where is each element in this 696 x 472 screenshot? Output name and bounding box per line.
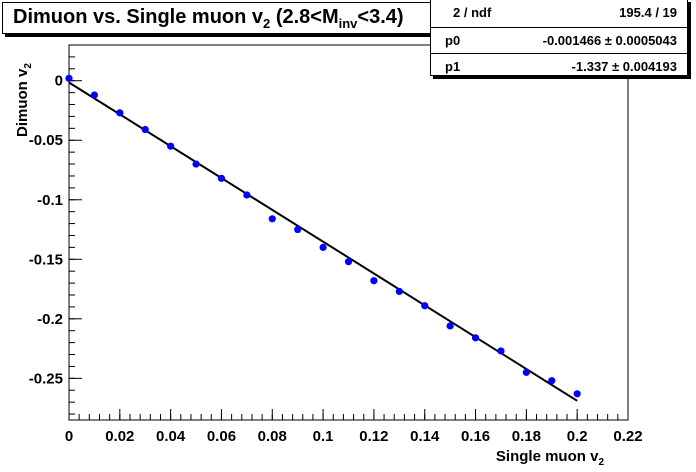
stats-value: -1.337 ± 0.004193: [571, 59, 677, 74]
data-point: [548, 377, 556, 385]
y-tick-label: -0.15: [29, 251, 63, 268]
x-tick-label: 0.12: [359, 428, 388, 445]
data-point: [294, 225, 302, 234]
data-point: [319, 243, 327, 251]
data-point: [370, 277, 378, 285]
y-tick-label: -0.1: [37, 192, 63, 209]
x-tick-label: 0.18: [512, 428, 541, 445]
fit-line: [68, 81, 578, 402]
data-point: [395, 287, 403, 296]
data-point: [344, 258, 353, 266]
stats-label: p0: [445, 33, 461, 48]
data-point: [192, 160, 200, 168]
data-point: [167, 142, 175, 150]
chart-title: Dimuon vs. Single muon v2 (2.8<Minv<3.4): [13, 6, 404, 31]
x-tick-label: 0.08: [258, 428, 287, 445]
x-tick-label: 0.22: [613, 428, 642, 445]
x-tick-label: 0.2: [567, 428, 588, 445]
y-tick-label: -0.2: [37, 311, 63, 328]
stats-value: 195.4 / 19: [619, 5, 677, 20]
x-tick-label: 0.06: [207, 428, 236, 445]
stats-row-p0: p0 -0.001466 ± 0.0005043: [431, 27, 687, 52]
data-point: [573, 390, 581, 398]
plot-frame: [68, 44, 629, 421]
x-axis-label: Single muon v2: [496, 448, 605, 468]
x-tick-label: 0.16: [461, 428, 490, 445]
fit-stats-box: 2 / ndf 195.4 / 19 p0 -0.001466 ± 0.0005…: [430, 0, 688, 76]
data-point: [421, 302, 429, 310]
stats-value: -0.001466 ± 0.0005043: [542, 33, 677, 48]
data-point: [471, 334, 480, 342]
data-point: [65, 74, 73, 82]
x-tick-label: 0.04: [156, 428, 186, 445]
stats-row-chi2: 2 / ndf 195.4 / 19: [431, 0, 687, 24]
data-point: [141, 125, 149, 134]
stats-label: 2 / ndf: [453, 5, 492, 20]
x-tick-label: 0.02: [105, 428, 134, 445]
stats-row-p1: p1 -1.337 ± 0.004193: [431, 53, 687, 78]
data-point: [268, 215, 276, 223]
x-tick-label: 0: [65, 428, 73, 445]
data-point: [243, 191, 251, 199]
data-point: [217, 174, 226, 182]
data-point: [522, 368, 530, 376]
x-tick-label: 0.14: [410, 428, 440, 445]
data-point: [497, 347, 505, 355]
title-box: Dimuon vs. Single muon v2 (2.8<Minv<3.4): [2, 2, 439, 34]
y-tick-label: -0.25: [29, 370, 63, 387]
y-tick-label: 0: [55, 73, 63, 90]
stats-label: p1: [445, 59, 461, 74]
y-tick-label: -0.05: [29, 132, 63, 149]
x-tick-label: 0.1: [313, 428, 334, 445]
data-point: [90, 91, 99, 99]
y-axis-label: Dimuon v2: [14, 63, 34, 137]
data-point: [116, 109, 124, 117]
data-point: [446, 322, 454, 330]
